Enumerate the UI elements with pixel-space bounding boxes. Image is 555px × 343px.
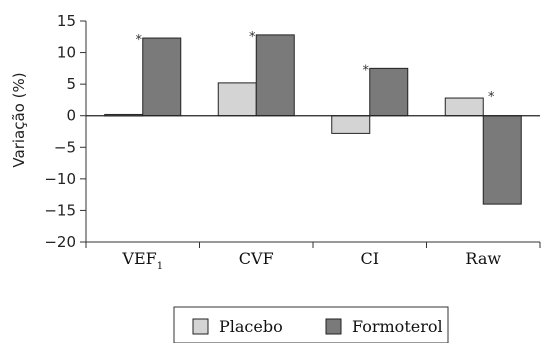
x-tick-label: CVF [239,249,274,268]
significance-marker: * [136,33,143,48]
y-tick-label: 5 [66,75,76,93]
x-tick-label: VEF1 [121,249,163,272]
significance-markers: * * * * [136,30,496,105]
bar-formoterol-vef1 [142,37,182,117]
legend-box [173,306,449,343]
y-tick-label: −5 [54,138,76,156]
y-tick-label: 15 [57,12,76,30]
significance-marker: * [488,90,495,105]
bar-formoterol-raw [482,115,522,205]
legend-label-formoterol: Formoterol [352,317,443,336]
y-axis: −20 −15 −10 −5 0 5 10 15 [44,12,87,251]
bar-placebo-cvf [217,82,257,117]
significance-marker: * [363,63,370,78]
x-tick-label: Raw [465,249,501,268]
y-tick-label: −20 [44,233,76,251]
bar-placebo-ci [331,115,371,134]
bar-placebo-raw [444,97,484,117]
legend: Placebo Formoterol [173,306,449,343]
y-tick-label: 0 [66,107,76,125]
y-tick-label: 10 [57,44,76,62]
bar-formoterol-ci [369,67,409,117]
bars [104,34,522,205]
significance-marker: * [249,30,256,45]
y-axis-label: Variação (%) [10,72,28,167]
legend-swatch-formoterol [325,318,342,335]
x-axis: VEF1 CVF CI Raw [85,115,541,272]
y-tick-label: −15 [44,201,76,219]
y-tick-label: −10 [44,170,76,188]
bar-formoterol-cvf [255,34,295,117]
legend-swatch-placebo [192,318,209,335]
x-tick-label: CI [360,249,379,268]
legend-label-placebo: Placebo [219,317,283,336]
